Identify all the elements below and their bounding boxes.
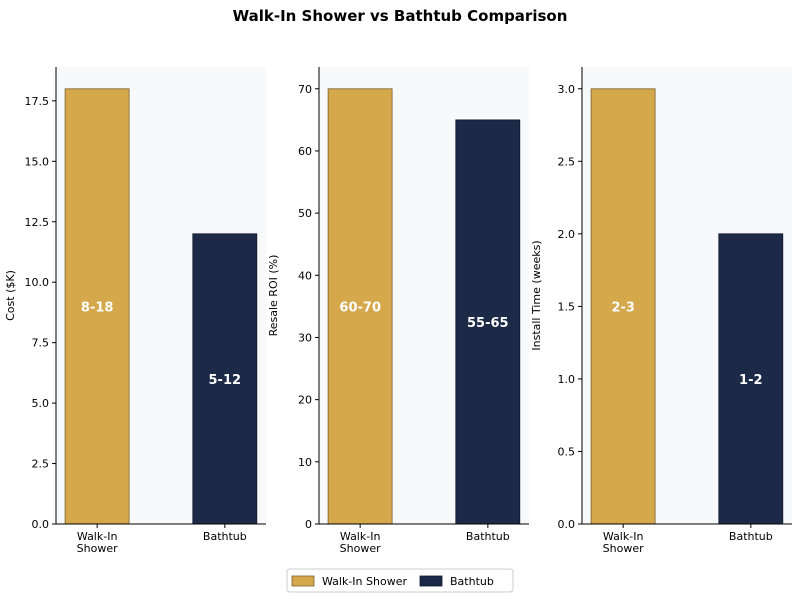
x-tick-label: Bathtub (203, 530, 247, 543)
y-tick-label: 0.0 (32, 518, 50, 531)
legend-entry: Bathtub (450, 575, 494, 588)
y-tick-label: 0 (305, 518, 312, 531)
y-tick-label: 2.5 (558, 155, 576, 168)
y-tick-label: 30 (298, 331, 312, 344)
bar-value-label: 55-65 (467, 316, 509, 331)
bar-bathtub (455, 119, 521, 525)
y-tick-label: 1.5 (558, 300, 576, 313)
chart-title: Walk-In Shower vs Bathtub Comparison (233, 7, 568, 25)
bar-value-label: 5-12 (209, 373, 242, 388)
x-tick-label: Walk-In Shower (340, 530, 381, 555)
bar-walk-in-shower (64, 88, 130, 525)
y-tick-label: 12.5 (25, 216, 50, 229)
panel-2: 60-70 55-65 0 10 20 30 40 50 60 70 Walk-In Shower Ba… (267, 67, 529, 555)
legend-swatch (419, 575, 443, 587)
legend-swatch (291, 575, 315, 587)
legend: Walk-In Shower Bathtub (286, 568, 514, 593)
y-tick-label: 1.0 (558, 373, 576, 386)
y-tick-label: 2.0 (558, 228, 576, 241)
panel-3: 2-3 1-2 0.0 0.5 1.0 1.5 2.0 2.5 3.0 Walk-In Shower… (530, 67, 792, 555)
chart-panels: 8-18 5-12 0.0 2.5 5.0 7.5 10.0 12.5 15.0 17.5 Walk… (4, 67, 792, 555)
y-tick-label: 2.5 (32, 458, 50, 471)
legend-box (286, 568, 514, 593)
y-tick-label: 15.0 (25, 155, 50, 168)
bar-value-label: 60-70 (339, 300, 381, 315)
y-tick-label: 17.5 (25, 95, 50, 108)
y-tick-label: 20 (298, 394, 312, 407)
x-tick-label: Walk-In Shower (77, 530, 118, 555)
bar-value-label: 8-18 (81, 300, 114, 315)
bar-value-label: 2-3 (611, 300, 635, 315)
y-tick-label: 0.5 (558, 445, 576, 458)
y-tick-label: 60 (298, 145, 312, 158)
y-tick-label: 50 (298, 207, 312, 220)
y-axis-label: Cost ($K) (4, 270, 17, 321)
bar-bathtub (192, 233, 258, 525)
y-tick-label: 3.0 (558, 83, 576, 96)
y-tick-label: 0.0 (558, 518, 576, 531)
x-tick-label: Bathtub (729, 530, 773, 543)
y-axis-label: Resale ROI (%) (267, 255, 280, 337)
y-tick-label: 10.0 (25, 276, 50, 289)
legend-entry: Walk-In Shower (322, 575, 407, 588)
bar-bathtub (718, 233, 784, 525)
y-tick-label: 5.0 (32, 397, 50, 410)
bar-walk-in-shower (590, 88, 656, 525)
x-tick-label: Bathtub (466, 530, 510, 543)
x-tick-label: Walk-In Shower (603, 530, 644, 555)
y-tick-label: 7.5 (32, 337, 50, 350)
panel-1: 8-18 5-12 0.0 2.5 5.0 7.5 10.0 12.5 15.0 17.5 Walk… (4, 67, 266, 555)
y-axis-label: Install Time (weeks) (530, 240, 543, 350)
y-tick-label: 10 (298, 456, 312, 469)
y-tick-label: 40 (298, 269, 312, 282)
y-tick-label: 70 (298, 83, 312, 96)
bar-walk-in-shower (327, 88, 393, 525)
bar-value-label: 1-2 (739, 373, 763, 388)
